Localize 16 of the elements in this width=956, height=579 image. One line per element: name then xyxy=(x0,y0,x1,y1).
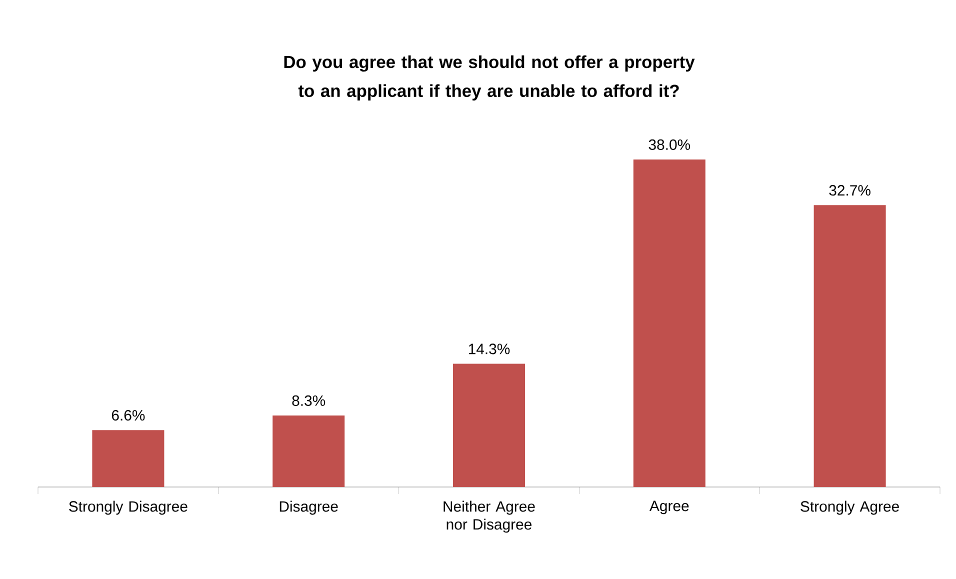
x-tick-label: Neither Agree nor Disagree xyxy=(444,500,535,533)
x-tick-label: Strongly Agree xyxy=(800,500,899,515)
data-label: 8.3% xyxy=(292,395,326,406)
bar xyxy=(453,364,526,487)
data-label: 32.7% xyxy=(829,185,870,196)
bar xyxy=(272,415,345,487)
data-label: 38.0% xyxy=(648,139,690,150)
bar xyxy=(633,159,706,487)
x-tick-label: Disagree xyxy=(280,500,338,515)
x-tick-label: Strongly Disagree xyxy=(69,500,188,515)
bar xyxy=(814,205,886,487)
data-label: 14.3% xyxy=(468,344,510,354)
bar xyxy=(92,430,164,487)
x-tick-label: Agree xyxy=(650,500,689,514)
chart-title: Do you agree that we should not offer a property to an applicant if they are unable to afford it? xyxy=(284,55,695,101)
data-label: 6.6% xyxy=(112,410,145,421)
